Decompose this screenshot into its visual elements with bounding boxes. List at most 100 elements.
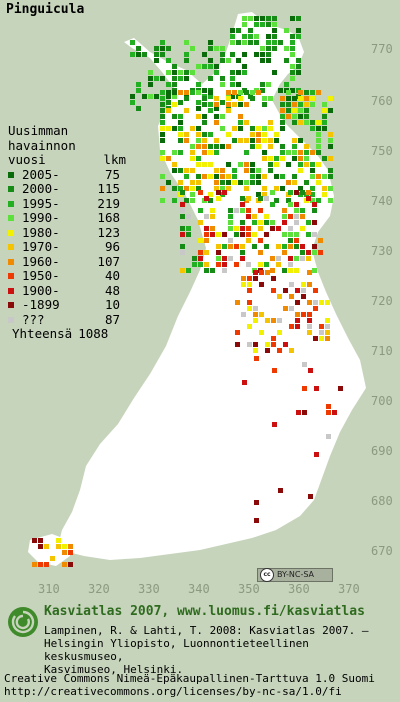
occurrence-square (242, 34, 247, 39)
occurrence-square (190, 186, 195, 191)
occurrence-square (198, 250, 203, 255)
occurrence-square (312, 202, 317, 207)
occurrence-square (250, 126, 255, 131)
occurrence-square (196, 144, 201, 149)
occurrence-square (32, 562, 37, 567)
occurrence-square (172, 94, 177, 99)
occurrence-square (282, 232, 287, 237)
occurrence-square (62, 544, 67, 549)
occurrence-square (228, 220, 233, 225)
occurrence-square (222, 268, 227, 273)
kasviatlas-logo-icon (6, 605, 40, 643)
occurrence-square (298, 138, 303, 143)
occurrence-square (190, 46, 195, 51)
occurrence-square (307, 318, 312, 323)
occurrence-square (226, 180, 231, 185)
cc-license-badge[interactable]: cc BY-NC-SA (257, 568, 333, 582)
occurrence-square (296, 16, 301, 21)
occurrence-square (172, 126, 177, 131)
occurrence-square (266, 58, 271, 63)
occurrence-square (196, 64, 201, 69)
occurrence-square (248, 16, 253, 21)
occurrence-square (288, 214, 293, 219)
occurrence-square (220, 76, 225, 81)
occurrence-square (196, 90, 201, 95)
occurrence-square (214, 114, 219, 119)
occurrence-square (290, 88, 295, 93)
occurrence-square (180, 208, 185, 213)
occurrence-square (240, 232, 245, 237)
occurrence-square (316, 198, 321, 203)
occurrence-square (288, 262, 293, 267)
occurrence-square (252, 232, 257, 237)
occurrence-square (160, 96, 165, 101)
occurrence-square (226, 186, 231, 191)
occurrence-square (256, 192, 261, 197)
citation: Lampinen, R. & Lahti, T. 2008: Kasviatla… (44, 624, 394, 676)
occurrence-square (240, 220, 245, 225)
occurrence-square (296, 70, 301, 75)
occurrence-square (316, 132, 321, 137)
occurrence-square (244, 138, 249, 143)
occurrence-square (210, 208, 215, 213)
occurrence-square (304, 144, 309, 149)
occurrence-square (247, 324, 252, 329)
y-tick-label: 760 (371, 94, 393, 108)
legend-entry: 1900- 48 (8, 282, 126, 299)
occurrence-square (290, 52, 295, 57)
occurrence-square (283, 288, 288, 293)
cc-badge-text: BY-NC-SA (277, 570, 315, 579)
occurrence-square (142, 52, 147, 57)
occurrence-square (186, 226, 191, 231)
occurrence-square (230, 52, 235, 57)
occurrence-square (258, 238, 263, 243)
occurrence-square (268, 144, 273, 149)
occurrence-square (282, 268, 287, 273)
occurrence-square (241, 312, 246, 317)
occurrence-square (202, 96, 207, 101)
occurrence-square (246, 232, 251, 237)
occurrence-square (250, 90, 255, 95)
occurrence-square (306, 220, 311, 225)
occurrence-square (208, 144, 213, 149)
occurrence-square (307, 330, 312, 335)
occurrence-square (208, 46, 213, 51)
occurrence-square (258, 208, 263, 213)
occurrence-square (266, 46, 271, 51)
occurrence-square (235, 300, 240, 305)
occurrence-square (202, 88, 207, 93)
occurrence-square (184, 52, 189, 57)
occurrence-square (284, 46, 289, 51)
occurrence-square (214, 120, 219, 125)
occurrence-square (316, 126, 321, 131)
occurrence-square (208, 192, 213, 197)
occurrence-square (290, 16, 295, 21)
occurrence-square (214, 138, 219, 143)
legend-count: 115 (97, 181, 120, 196)
occurrence-square (264, 220, 269, 225)
occurrence-square (262, 102, 267, 107)
occurrence-square (294, 238, 299, 243)
occurrence-square (322, 102, 327, 107)
occurrence-square (216, 244, 221, 249)
occurrence-square (172, 70, 177, 75)
occurrence-square (202, 138, 207, 143)
license-url[interactable]: http://creativecommons.org/licenses/by-n… (4, 685, 342, 698)
map-canvas (28, 12, 366, 567)
occurrence-square (226, 90, 231, 95)
occurrence-square (310, 162, 315, 167)
occurrence-square (202, 52, 207, 57)
occurrence-square (202, 64, 207, 69)
brand-line[interactable]: Kasviatlas 2007, www.luomus.fi/kasviatla… (44, 604, 365, 619)
occurrence-square (274, 174, 279, 179)
legend-period: 1900- (22, 282, 60, 298)
occurrence-square (160, 186, 165, 191)
occurrence-square (238, 120, 243, 125)
occurrence-square (240, 244, 245, 249)
occurrence-square (262, 132, 267, 137)
occurrence-square (250, 180, 255, 185)
citation-line: Helsingin Yliopisto, Luonnontieteellinen… (44, 637, 309, 663)
occurrence-square (214, 64, 219, 69)
occurrence-square (325, 318, 330, 323)
occurrence-square (284, 28, 289, 33)
